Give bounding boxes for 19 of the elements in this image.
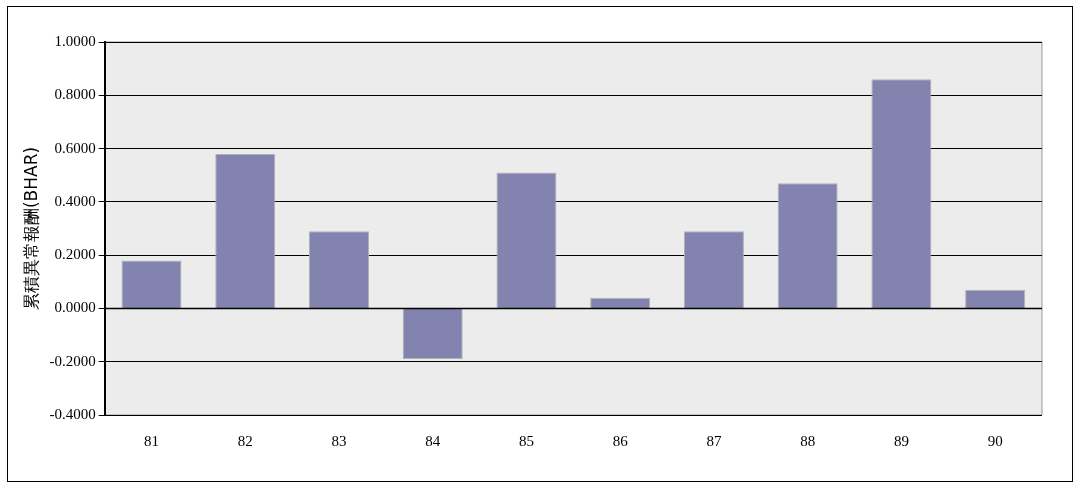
y-tick-label: -0.2000 bbox=[49, 352, 96, 369]
y-tick-label: 0.4000 bbox=[54, 192, 96, 209]
x-tick-label: 85 bbox=[518, 432, 534, 449]
y-tick-label: 0.0000 bbox=[54, 299, 96, 316]
x-tick-label: 89 bbox=[893, 432, 909, 449]
x-tick-label: 83 bbox=[331, 432, 347, 449]
y-tick-label: 0.8000 bbox=[54, 86, 96, 103]
x-tick-label: 87 bbox=[706, 432, 722, 449]
y-tick-label: 0.2000 bbox=[54, 246, 96, 263]
x-tick-label: 81 bbox=[144, 432, 160, 449]
x-tick-label: 88 bbox=[800, 432, 816, 449]
y-tick-label: -0.4000 bbox=[49, 405, 96, 422]
x-tick-label: 84 bbox=[425, 432, 441, 449]
y-tick-label: 1.0000 bbox=[54, 32, 96, 49]
y-axis-title: 累積異常報酬(BHAR) bbox=[20, 146, 41, 311]
x-tick-label: 86 bbox=[612, 432, 629, 449]
y-tick-label: 0.6000 bbox=[54, 139, 96, 156]
x-tick-label: 82 bbox=[237, 432, 253, 449]
x-tick-label: 90 bbox=[987, 432, 1003, 449]
